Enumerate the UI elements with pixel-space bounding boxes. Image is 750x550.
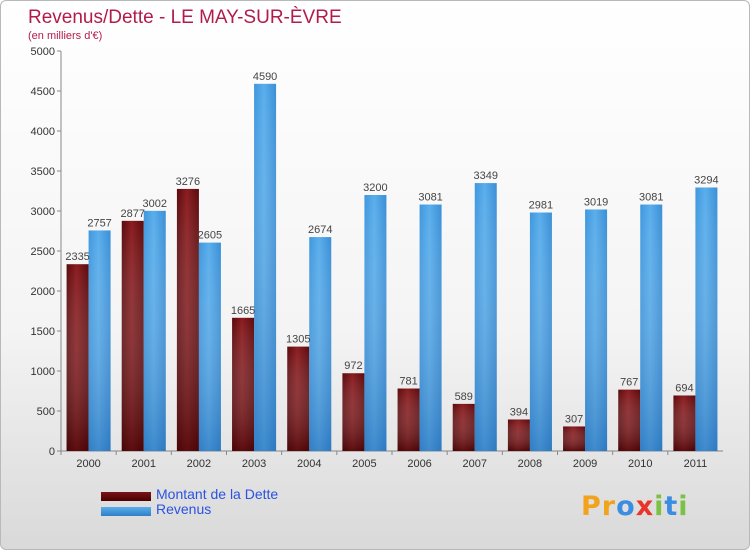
- x-tick-label: 2011: [684, 458, 708, 470]
- y-tick-label: 500: [37, 406, 55, 418]
- y-tick-label: 0: [49, 446, 55, 458]
- revenue-bar-shade: [695, 187, 718, 452]
- x-tick-label: 2000: [76, 458, 100, 470]
- debt-data-label: 3276: [176, 176, 200, 188]
- debt-bar-shade: [397, 388, 420, 451]
- y-tick-label: 3000: [31, 206, 55, 218]
- x-tick-label: 2003: [242, 458, 266, 470]
- y-tick-label: 1000: [31, 366, 55, 378]
- revenue-bar-shade: [143, 210, 166, 451]
- x-tick-label: 2010: [628, 458, 652, 470]
- revenue-bar-shade: [309, 237, 332, 451]
- revenue-data-label: 3294: [694, 174, 718, 186]
- logo-letter: o: [616, 491, 636, 522]
- x-tick-label: 2002: [187, 458, 211, 470]
- revenue-data-label: 2605: [198, 230, 222, 242]
- debt-bar-shade: [121, 220, 144, 451]
- x-tick-label: 2001: [132, 458, 156, 470]
- x-tick-label: 2007: [463, 458, 487, 470]
- legend-label-debt: Montant de la Dette: [156, 486, 279, 502]
- debt-bar-shade: [452, 403, 475, 451]
- revenue-bar-shade: [198, 242, 221, 451]
- debt-bar-shade: [673, 395, 696, 451]
- x-tick-label: 2008: [518, 458, 542, 470]
- debt-data-label: 2335: [65, 251, 89, 263]
- revenue-data-label: 3349: [474, 170, 498, 182]
- revenue-data-label: 3200: [363, 182, 387, 194]
- debt-bar-shade: [563, 426, 586, 451]
- logo-letter: P: [581, 491, 602, 522]
- debt-data-label: 1665: [231, 305, 255, 317]
- logo-letter: r: [601, 491, 617, 522]
- debt-data-label: 589: [455, 391, 473, 403]
- logo-letter: i: [654, 491, 665, 522]
- x-tick-label: 2004: [297, 458, 321, 470]
- revenue-bar-shade: [529, 212, 552, 451]
- debt-bar-shade: [618, 389, 641, 451]
- revenue-data-label: 3081: [418, 192, 442, 204]
- debt-bar-shade: [66, 264, 89, 451]
- debt-data-label: 767: [620, 377, 638, 389]
- revenue-bar-shade: [254, 83, 277, 452]
- x-tick-label: 2009: [573, 458, 597, 470]
- debt-data-label: 972: [344, 360, 362, 372]
- revenue-data-label: 3002: [143, 198, 167, 210]
- logo-letter: x: [635, 491, 655, 522]
- revenue-bar-shade: [88, 230, 111, 451]
- revenue-bar-shade: [585, 209, 608, 451]
- debt-bar-shade: [232, 317, 255, 451]
- debt-bar-shade: [342, 373, 365, 451]
- legend-swatch-debt: [101, 492, 151, 501]
- revenue-bar-shade: [474, 183, 497, 451]
- chart-axes: 0 500 1000 1500 2000 2500 3000 3500 4000 4500 5000…: [31, 46, 723, 470]
- revenue-data-label: 4590: [253, 71, 277, 83]
- chart-bars: [66, 83, 718, 452]
- chart-subtitle: (en milliers d'€): [28, 30, 103, 42]
- debt-data-label: 1305: [286, 334, 310, 346]
- logo-letter: i: [678, 491, 689, 522]
- debt-data-label: 307: [565, 413, 583, 425]
- x-tick-label: 2005: [352, 458, 376, 470]
- revenue-data-label: 2674: [308, 224, 332, 236]
- revenue-data-label: 2757: [87, 217, 111, 229]
- debt-data-label: 2877: [121, 208, 145, 220]
- proxiti-logo: Proxiti: [581, 491, 689, 522]
- revenue-bar-shade: [640, 204, 663, 451]
- revenue-bar-shade: [419, 204, 442, 451]
- debt-data-label: 694: [675, 382, 693, 394]
- logo-letter: t: [664, 491, 679, 522]
- legend-swatch-revenue: [101, 507, 151, 516]
- revenue-data-label: 3019: [584, 196, 608, 208]
- y-tick-label: 2000: [31, 286, 55, 298]
- y-tick-label: 1500: [31, 326, 55, 338]
- debt-data-label: 781: [399, 376, 417, 388]
- y-tick-label: 3500: [31, 166, 55, 178]
- revenue-data-label: 3081: [639, 192, 663, 204]
- revenue-data-label: 2981: [529, 200, 553, 212]
- y-tick-label: 4000: [31, 126, 55, 138]
- debt-bar-shade: [176, 188, 199, 452]
- legend-label-revenue: Revenus: [156, 501, 212, 517]
- y-tick-label: 2500: [31, 246, 55, 258]
- debt-data-label: 394: [510, 406, 528, 418]
- revenue-bar-shade: [364, 195, 387, 451]
- chart-title: Revenus/Dette - LE MAY-SUR-ÈVRE: [28, 7, 342, 28]
- y-tick-label: 5000: [31, 46, 55, 58]
- debt-bar-shade: [287, 346, 310, 451]
- x-tick-label: 2006: [407, 458, 431, 470]
- debt-bar-shade: [507, 419, 530, 451]
- y-tick-label: 4500: [31, 86, 55, 98]
